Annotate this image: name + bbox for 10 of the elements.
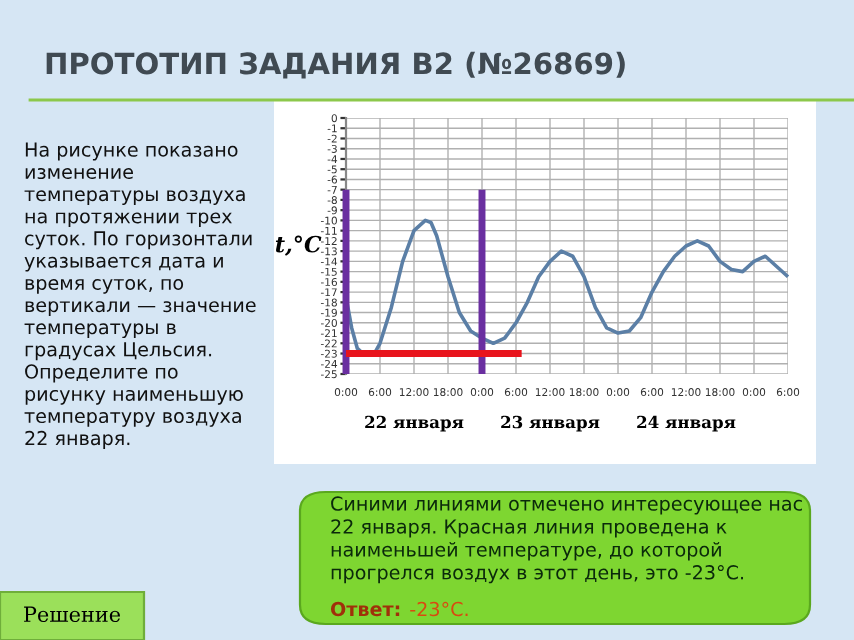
text: Решение [24, 606, 121, 623]
x2-tick-label: 22 января [365, 415, 464, 432]
x2-tick-label: 24 января [637, 415, 736, 432]
text: Ответ: [330, 601, 400, 617]
text: На рисунке показано изменение температуры воздуха на протяжении трех суток. По горизонтали указывается дата и время суток, по вертикали — значение температуры в градусах Цельсия. Определите по рисунку наименьшую температуру воздуха 22 января. [24, 142, 256, 450]
text: Синими линиями отмечено интересующее нас 22 января. Красная линия проведена к наименьшей температуре, до которой прогрелся воздух в этот день, это -23°C. [331, 496, 802, 584]
x2-tick-label: 23 января [501, 415, 600, 432]
y-axis-title: t,°C [275, 235, 322, 256]
text: -23°C. [410, 601, 468, 617]
chart-title: ПРОТОТИП ЗАДАНИЯ B2 (№26869) [46, 51, 625, 79]
